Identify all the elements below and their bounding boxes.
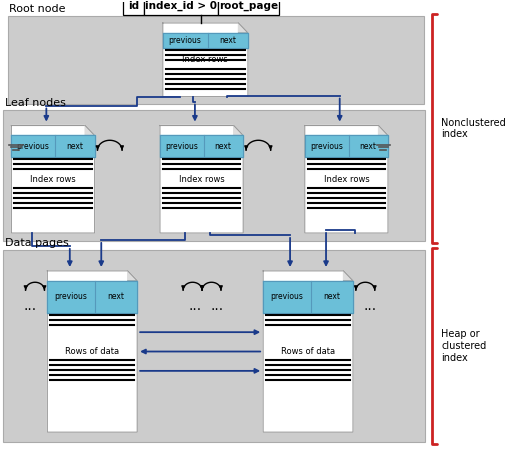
Text: ...: ... bbox=[211, 299, 224, 313]
Text: index_id > 0: index_id > 0 bbox=[145, 1, 217, 11]
Polygon shape bbox=[234, 125, 243, 135]
FancyBboxPatch shape bbox=[144, 0, 217, 15]
Text: id: id bbox=[128, 1, 139, 11]
Polygon shape bbox=[163, 23, 248, 97]
FancyBboxPatch shape bbox=[3, 250, 425, 442]
Text: previous: previous bbox=[16, 142, 49, 151]
Text: Data pages: Data pages bbox=[5, 238, 68, 248]
Text: previous: previous bbox=[54, 292, 87, 301]
Polygon shape bbox=[11, 135, 95, 157]
Polygon shape bbox=[47, 281, 137, 313]
Text: Leaf nodes: Leaf nodes bbox=[5, 98, 66, 108]
Text: Nonclustered
index: Nonclustered index bbox=[441, 118, 506, 139]
Polygon shape bbox=[238, 23, 248, 33]
Text: Rows of data: Rows of data bbox=[281, 347, 335, 356]
FancyBboxPatch shape bbox=[8, 16, 424, 103]
Text: Heap or
clustered
index: Heap or clustered index bbox=[441, 329, 486, 363]
Text: Root node: Root node bbox=[9, 4, 66, 14]
Text: Index rows: Index rows bbox=[179, 175, 225, 184]
FancyBboxPatch shape bbox=[3, 110, 425, 241]
Polygon shape bbox=[263, 281, 353, 313]
Polygon shape bbox=[128, 271, 137, 281]
Polygon shape bbox=[85, 125, 95, 135]
Text: next: next bbox=[219, 36, 236, 45]
Text: next: next bbox=[323, 292, 340, 301]
Text: ...: ... bbox=[189, 299, 202, 313]
Polygon shape bbox=[47, 271, 137, 432]
Text: next: next bbox=[66, 142, 83, 151]
Text: previous: previous bbox=[270, 292, 303, 301]
Text: Index rows: Index rows bbox=[323, 175, 369, 184]
Polygon shape bbox=[305, 125, 388, 233]
Text: ...: ... bbox=[363, 299, 377, 313]
Polygon shape bbox=[343, 271, 353, 281]
Polygon shape bbox=[11, 125, 95, 233]
Text: previous: previous bbox=[169, 36, 201, 45]
Text: next: next bbox=[215, 142, 232, 151]
Polygon shape bbox=[160, 135, 243, 157]
FancyBboxPatch shape bbox=[217, 0, 279, 15]
Text: next: next bbox=[107, 292, 124, 301]
Text: previous: previous bbox=[165, 142, 198, 151]
Polygon shape bbox=[160, 125, 243, 233]
Polygon shape bbox=[305, 135, 388, 157]
Polygon shape bbox=[378, 125, 388, 135]
Text: next: next bbox=[359, 142, 377, 151]
FancyBboxPatch shape bbox=[123, 0, 144, 15]
Text: Rows of data: Rows of data bbox=[65, 347, 119, 356]
Text: previous: previous bbox=[310, 142, 343, 151]
Text: Index rows: Index rows bbox=[30, 175, 76, 184]
Polygon shape bbox=[163, 33, 248, 47]
Polygon shape bbox=[263, 271, 353, 432]
Text: root_page: root_page bbox=[219, 1, 278, 11]
Text: Index rows: Index rows bbox=[182, 55, 228, 64]
Text: ...: ... bbox=[24, 299, 37, 313]
